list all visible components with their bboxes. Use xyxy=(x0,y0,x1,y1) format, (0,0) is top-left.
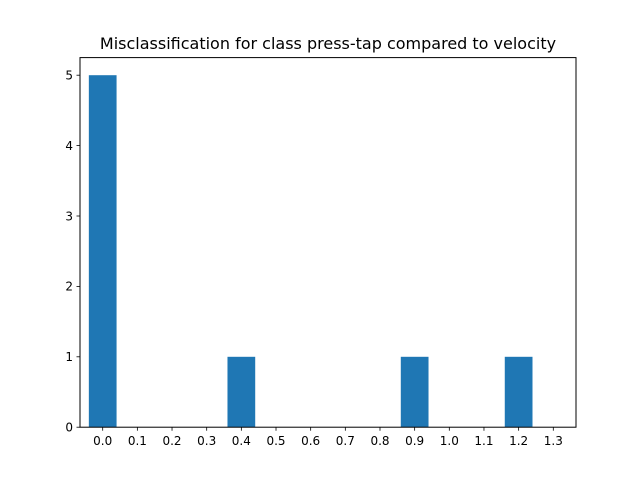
x-tick-label: 1.3 xyxy=(544,434,563,448)
y-tick-label: 3 xyxy=(65,209,73,223)
x-tick-label: 0.4 xyxy=(232,434,251,448)
x-tick-label: 1.2 xyxy=(509,434,528,448)
y-tick-label: 5 xyxy=(65,69,73,83)
chart-title: Misclassification for class press-tap co… xyxy=(100,34,556,53)
bars-layer xyxy=(88,75,533,428)
y-tick-label: 0 xyxy=(65,421,73,435)
x-axis: 0.0 0.1 0.2 0.3 0.4 0.5 0.6 0.7 0.8 0.9 1.0 1.1 1.2 1… xyxy=(93,427,563,448)
x-tick-label: 0.6 xyxy=(301,434,320,448)
x-tick-label: 0.2 xyxy=(162,434,181,448)
x-tick-label: 1.0 xyxy=(440,434,459,448)
bar-1 xyxy=(227,356,256,428)
x-tick-label: 1.1 xyxy=(474,434,493,448)
bar-3 xyxy=(504,356,533,428)
y-axis: 0 1 2 3 4 5 xyxy=(65,69,80,435)
y-tick-label: 2 xyxy=(65,280,73,294)
x-tick-label: 0.8 xyxy=(370,434,389,448)
bar-0 xyxy=(88,75,117,428)
y-tick-label: 1 xyxy=(65,350,73,364)
x-tick-label: 0.3 xyxy=(197,434,216,448)
x-tick-label: 0.1 xyxy=(128,434,147,448)
bar-2 xyxy=(400,356,429,428)
plot-area-frame xyxy=(79,57,577,428)
x-tick-label: 0.7 xyxy=(336,434,355,448)
x-tick-label: 0.5 xyxy=(266,434,285,448)
x-tick-label: 0.9 xyxy=(405,434,424,448)
x-tick-label: 0.0 xyxy=(93,434,112,448)
y-tick-label: 4 xyxy=(65,139,73,153)
